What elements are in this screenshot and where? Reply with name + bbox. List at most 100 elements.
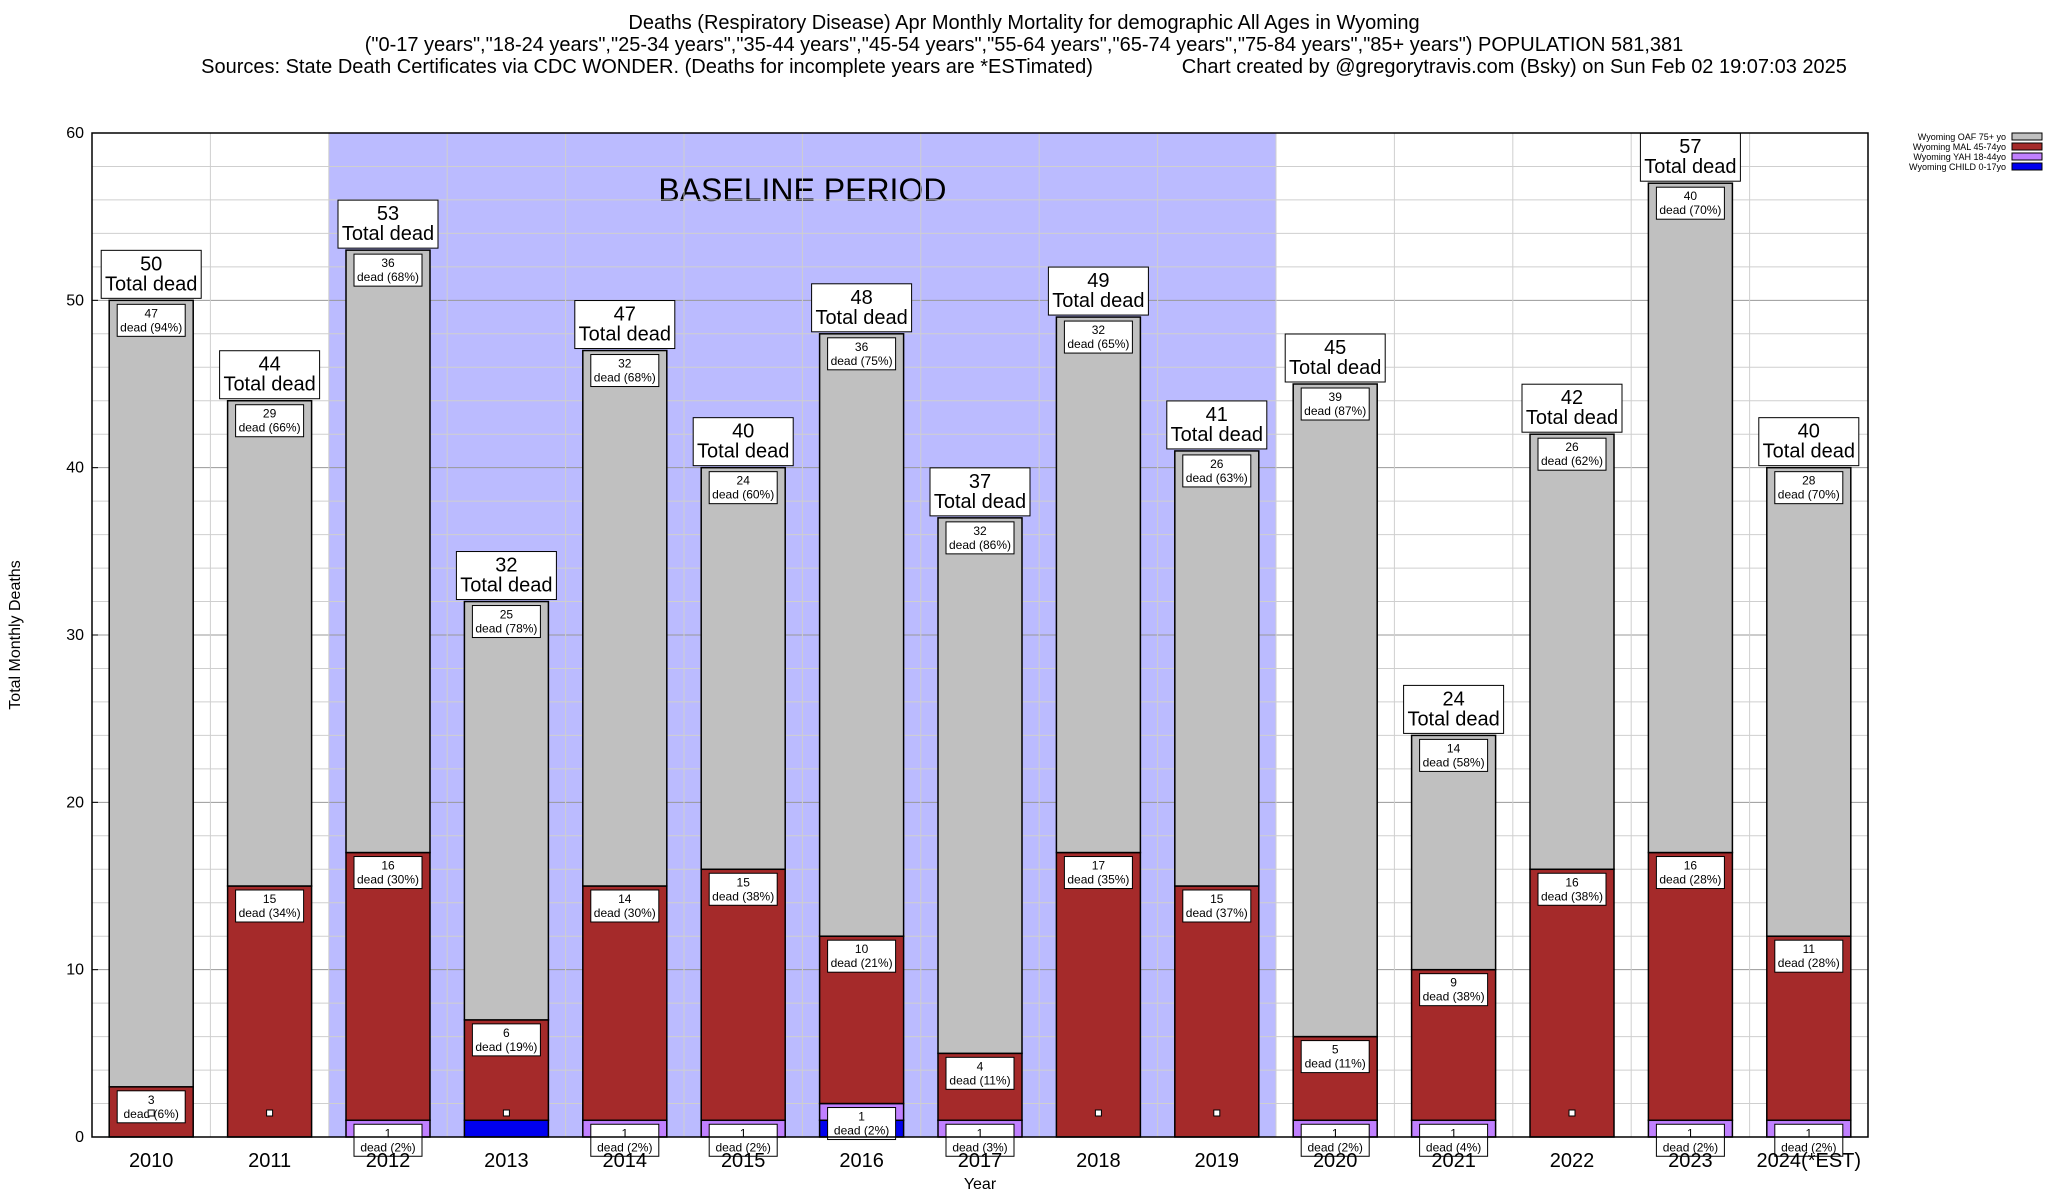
total-label-value: 47 — [614, 304, 636, 326]
segment-label-text: 9 — [1450, 976, 1457, 990]
total-label-box — [455, 551, 557, 601]
segment-label-text: dead (70%) — [1659, 203, 1721, 217]
x-tick-label: 2024(*EST) — [1757, 1150, 1862, 1172]
total-label-suffix: Total dead — [1763, 441, 1855, 463]
bar-segment — [345, 851, 431, 1122]
segment-label-text: 32 — [973, 524, 987, 538]
chart-title-line-2: ("0-17 years","18-24 years","25-34 years… — [364, 34, 1684, 56]
bar-segment — [463, 1119, 550, 1138]
x-tick-label: 2017 — [958, 1150, 1003, 1172]
legend-swatch — [2011, 142, 2043, 151]
segment-label-text: dead (58%) — [1423, 755, 1485, 769]
segment-label-text: dead (34%) — [239, 906, 301, 920]
total-label-value: 49 — [1087, 270, 1109, 292]
total-label-suffix: Total dead — [1171, 424, 1263, 446]
legend-label: Wyoming CHILD 0-17yo — [1909, 162, 2006, 172]
x-tick-label: 2011 — [248, 1150, 291, 1172]
segment-label-text: 36 — [855, 340, 869, 354]
bar-segment — [582, 349, 668, 887]
segment-label-text: 6 — [503, 1026, 510, 1040]
bar-segment — [1174, 885, 1260, 1138]
segment-label-text: dead (70%) — [1778, 488, 1840, 502]
segment-label-text: 16 — [381, 859, 395, 873]
segment-label-text: dead (11%) — [949, 1073, 1010, 1087]
total-label-suffix: Total dead — [223, 374, 315, 396]
total-label-value: 50 — [140, 253, 162, 275]
segment-label-text: 1 — [621, 1126, 628, 1140]
segment-label-text: dead (35%) — [1067, 873, 1129, 887]
total-label-suffix: Total dead — [1289, 357, 1381, 379]
legend-label: Wyoming OAF 75+ yo — [1918, 132, 2006, 142]
segment-label-text: 14 — [1447, 741, 1461, 755]
segment-label-text: 1 — [1805, 1126, 1812, 1140]
segment-label-text: dead (30%) — [594, 906, 656, 920]
legend-swatch — [2011, 152, 2043, 161]
segment-label-text: dead (28%) — [1778, 956, 1840, 970]
x-tick-label: 2021 — [1431, 1150, 1476, 1172]
total-label-suffix: Total dead — [1407, 708, 1499, 730]
bar-segment — [1410, 734, 1497, 971]
total-label-box — [574, 300, 676, 350]
segment-label-text: dead (75%) — [831, 354, 893, 368]
total-label-value: 41 — [1206, 404, 1228, 426]
chart-title-line-3: Sources: State Death Certificates via CD… — [201, 56, 1847, 78]
bar-segment — [1055, 851, 1142, 1138]
segment-label-text: 1 — [1450, 1126, 1457, 1140]
total-label-value: 40 — [1798, 421, 1820, 443]
segment-label-text: 4 — [977, 1059, 984, 1073]
segment-label-text: 28 — [1802, 474, 1816, 488]
empty-marker — [1568, 1109, 1576, 1117]
segment-label-text: dead (4%) — [1426, 1140, 1481, 1154]
segment-label-text: 5 — [1332, 1043, 1339, 1057]
x-axis-label: Year — [964, 1176, 997, 1193]
segment-label-text: dead (2%) — [834, 1124, 889, 1138]
segment-label-text: dead (66%) — [239, 421, 301, 435]
total-label-box — [1521, 383, 1623, 433]
x-tick-label: 2010 — [129, 1150, 174, 1172]
segment-label-text: 15 — [1210, 892, 1224, 906]
total-label-suffix: Total dead — [342, 223, 434, 245]
y-tick-label: 60 — [66, 125, 84, 142]
total-label-suffix: Total dead — [934, 491, 1026, 513]
total-label-box — [1284, 333, 1386, 383]
segment-label-text: dead (11%) — [1305, 1057, 1366, 1071]
total-label-box — [337, 199, 439, 249]
total-label-value: 24 — [1442, 688, 1464, 710]
total-label-value: 44 — [258, 354, 280, 376]
y-tick-label: 20 — [66, 794, 84, 811]
segment-label-text: 1 — [977, 1126, 984, 1140]
total-label-box — [1166, 400, 1268, 450]
y-tick-label: 0 — [75, 1129, 84, 1146]
y-axis-label: Total Monthly Deaths — [7, 560, 24, 709]
bar-segment — [700, 466, 786, 871]
segment-label-text: dead (86%) — [949, 538, 1011, 552]
bar-segment — [463, 600, 550, 1021]
x-tick-label: 2015 — [721, 1150, 766, 1172]
bar-segment — [937, 517, 1023, 1055]
total-label-value: 57 — [1679, 136, 1701, 158]
segment-label-text: dead (37%) — [1186, 906, 1248, 920]
total-label-value: 53 — [377, 203, 399, 225]
segment-label-text: dead (94%) — [120, 320, 182, 334]
